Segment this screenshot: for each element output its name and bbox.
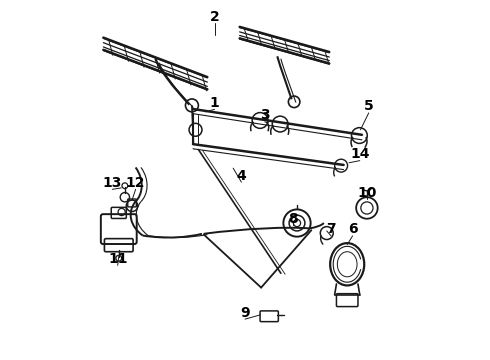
Text: 8: 8: [289, 212, 298, 226]
Text: 7: 7: [326, 222, 336, 237]
Text: 2: 2: [210, 10, 220, 24]
Text: 13: 13: [102, 176, 122, 190]
Text: 12: 12: [126, 176, 146, 190]
Text: 10: 10: [357, 185, 377, 199]
Text: 11: 11: [108, 252, 127, 266]
Text: 1: 1: [210, 96, 220, 110]
Text: 3: 3: [260, 108, 270, 122]
Text: 14: 14: [350, 147, 369, 161]
Text: 4: 4: [237, 169, 246, 183]
Text: 5: 5: [364, 99, 373, 113]
Text: 9: 9: [240, 306, 250, 320]
Text: 6: 6: [348, 222, 357, 237]
